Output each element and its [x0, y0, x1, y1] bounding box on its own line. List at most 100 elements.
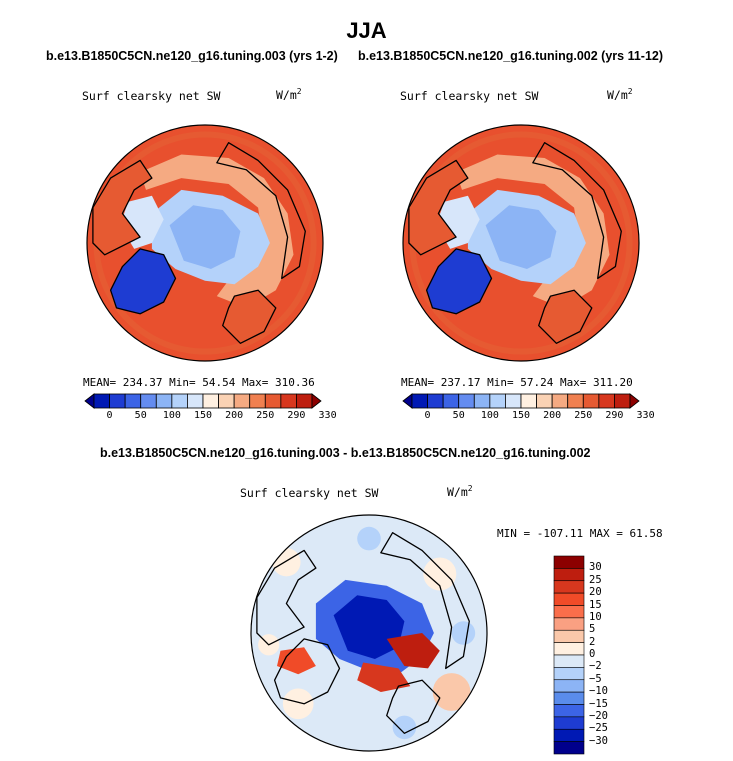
colorbar-box [411, 393, 428, 409]
colorbar-box [473, 393, 491, 409]
panel2-polar-map [402, 124, 640, 362]
colorbar-tick-label: 100 [162, 410, 181, 421]
colorbar-tick-label: 0 [589, 648, 596, 660]
panel2-units: W/m2 [607, 87, 633, 102]
colorbar-box [567, 393, 584, 409]
colorbar-end-low [402, 393, 413, 409]
colorbar-box [264, 393, 282, 409]
map-field-region [333, 595, 405, 659]
colorbar-tick-label: 25 [589, 573, 602, 586]
colorbar-tick-label: 0 [106, 410, 113, 421]
colorbar-box [553, 592, 585, 606]
panel1-colorbar [84, 393, 322, 409]
colorbar-tick-label: 250 [256, 410, 275, 421]
colorbar-tick-label: −5 [589, 672, 602, 685]
colorbar-tick-label: 250 [574, 410, 593, 421]
colorbar-end-high [629, 393, 640, 409]
map-border [402, 124, 640, 362]
map-field-region [485, 205, 557, 269]
colorbar-box [553, 555, 585, 569]
map-field-region [425, 248, 493, 315]
colorbar-end-high [311, 393, 322, 409]
colorbar-box [553, 568, 585, 582]
map-border [250, 514, 488, 752]
colorbar-box [553, 691, 585, 705]
colorbar-tick-label: −20 [589, 709, 608, 722]
colorbar-box [582, 393, 600, 409]
diff-polar-map [250, 514, 488, 752]
colorbar-tick-label: −15 [589, 697, 608, 710]
colorbar-tick-label: 30 [589, 561, 602, 574]
colorbar-box [553, 605, 585, 619]
colorbar-box [280, 393, 297, 409]
panel2-stats: MEAN= 237.17 Min= 57.24 Max= 311.20 [401, 376, 633, 389]
colorbar-box [202, 393, 219, 409]
diff-colorbar-ticks: 30 25 20 15 10 5 2 0 −2 −5 −10 −15 −20 −25 −30 [589, 556, 629, 754]
map-coastline [216, 142, 306, 280]
panel1-units: W/m2 [276, 87, 302, 102]
colorbar-tick-label: 200 [543, 410, 562, 421]
map-field-region [357, 662, 411, 692]
panel1-case-title: b.e13.B1850C5CN.ne120_g16.tuning.003 (yr… [46, 49, 338, 63]
map-coastline [273, 638, 341, 705]
map-field-region [423, 557, 457, 591]
colorbar-tick-label: 100 [480, 410, 499, 421]
colorbar-box [553, 642, 585, 656]
map-coastline [380, 532, 470, 670]
colorbar-tick-label: 330 [318, 410, 337, 421]
colorbar-tick-label: 150 [511, 410, 531, 421]
colorbar-box [553, 580, 585, 594]
panel2-colorbar-ticks: 0 50 100 150 200 250 290 330 [403, 410, 655, 424]
colorbar-box [598, 393, 615, 409]
colorbar-tick-label: 150 [193, 410, 213, 421]
map-coastline [92, 159, 153, 256]
map-field-region [357, 526, 381, 551]
map-field-region [109, 248, 177, 315]
diff-colorbar [553, 555, 585, 755]
diff-var-label: Surf clearsky net SW [240, 486, 379, 500]
colorbar-tick-label: 200 [225, 410, 244, 421]
colorbar-box [553, 728, 585, 742]
map-field-region [456, 154, 610, 308]
map-coastline [538, 289, 593, 344]
colorbar-box [233, 393, 251, 409]
panel2-case-title: b.e13.B1850C5CN.ne120_g16.tuning.002 (yr… [358, 49, 664, 63]
colorbar-tick-label: 2 [589, 635, 596, 648]
colorbar-box [553, 629, 585, 643]
colorbar-box [442, 393, 460, 409]
colorbar-box [553, 704, 585, 718]
colorbar-box [109, 393, 126, 409]
panel1-var-label: Surf clearsky net SW [82, 89, 221, 103]
colorbar-box [505, 393, 522, 409]
colorbar-tick-label: 20 [589, 586, 602, 599]
panel1-colorbar-ticks: 0 50 100 150 200 250 290 330 [85, 410, 337, 424]
diff-case-title: b.e13.B1850C5CN.ne120_g16.tuning.003 - b… [100, 446, 591, 460]
colorbar-tick-label: 330 [636, 410, 655, 421]
colorbar-box [140, 393, 157, 409]
colorbar-box [187, 393, 204, 409]
map-field-region [392, 715, 417, 740]
map-coastline [222, 289, 277, 344]
colorbar-box [553, 654, 585, 668]
colorbar-box [124, 393, 142, 409]
map-field-region [169, 205, 241, 269]
map-field-region [140, 154, 294, 308]
panel1-polar-map [86, 124, 324, 362]
colorbar-tick-label: 10 [589, 610, 602, 623]
map-field-region [451, 621, 476, 645]
season-title: JJA [346, 18, 387, 43]
colorbar-box [155, 393, 173, 409]
colorbar-box [458, 393, 475, 409]
map-coastline [256, 549, 317, 646]
colorbar-tick-label: 50 [452, 410, 465, 421]
panel2-var-label: Surf clearsky net SW [400, 89, 539, 103]
colorbar-tick-label: 290 [605, 410, 624, 421]
colorbar-tick-label: −2 [589, 660, 602, 673]
colorbar-end-low [84, 393, 95, 409]
map-field-region [432, 673, 471, 711]
diff-stats: MIN = -107.11 MAX = 61.58 [497, 527, 663, 540]
colorbar-box [551, 393, 569, 409]
colorbar-box [427, 393, 444, 409]
map-field-region [272, 548, 301, 577]
colorbar-tick-label: 15 [589, 598, 602, 611]
